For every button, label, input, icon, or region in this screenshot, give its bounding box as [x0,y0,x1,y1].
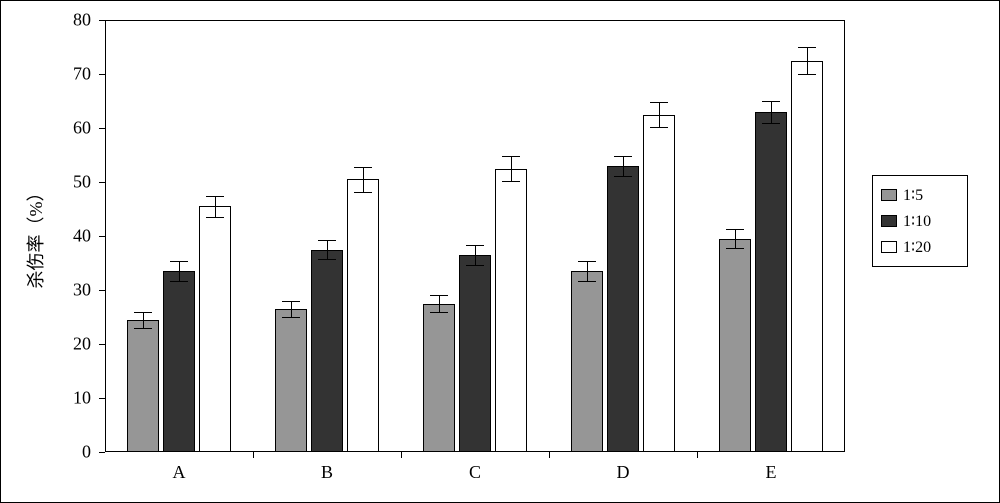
y-tick-label: 50 [51,172,91,193]
x-tick-label: B [321,462,333,483]
bar [571,271,603,452]
y-tick-label: 80 [51,10,91,31]
bar [791,61,823,453]
error-bar-stem [587,261,588,280]
bar [423,304,455,453]
legend-item: 1∶10 [881,208,959,234]
legend-swatch [881,241,897,253]
error-bar-cap [318,240,336,241]
error-bar-cap [502,181,520,182]
error-bar-stem [475,245,476,264]
x-tick-mark [697,452,698,458]
error-bar-stem [735,229,736,248]
error-bar-cap [134,328,152,329]
error-bar-stem [143,312,144,328]
y-tick-label: 20 [51,334,91,355]
error-bar-stem [807,47,808,74]
error-bar-cap [354,192,372,193]
y-tick-label: 10 [51,388,91,409]
x-tick-label: C [469,462,481,483]
error-bar-cap [726,248,744,249]
bar [275,309,307,452]
bar [495,169,527,453]
x-tick-mark [401,452,402,458]
legend-label: 1∶20 [903,237,931,257]
error-bar-cap [430,312,448,313]
bar [755,112,787,452]
error-bar-cap [134,312,152,313]
bar-chart: 01020304050607080 ABCDE 杀伤率（%） 1∶51∶101∶… [0,0,1000,503]
bar [199,206,231,452]
error-bar-stem [771,101,772,123]
y-tick-label: 70 [51,64,91,85]
x-tick-mark [253,452,254,458]
x-tick-label: E [766,462,777,483]
error-bar-cap [170,281,188,282]
error-bar-cap [282,301,300,302]
error-bar-cap [762,123,780,124]
error-bar-stem [179,261,180,280]
y-tick-label: 0 [51,442,91,463]
error-bar-cap [466,245,484,246]
y-tick-label: 30 [51,280,91,301]
bars-container [105,20,845,452]
error-bar-cap [466,265,484,266]
legend-swatch [881,189,897,201]
bar [643,115,675,453]
bar [459,255,491,452]
error-bar-stem [327,240,328,259]
error-bar-cap [614,156,632,157]
error-bar-cap [282,317,300,318]
bar [163,271,195,452]
error-bar-cap [614,176,632,177]
error-bar-stem [511,156,512,181]
error-bar-cap [578,261,596,262]
y-tick-label: 60 [51,118,91,139]
x-tick-label: A [173,462,186,483]
x-tick-label: D [617,462,630,483]
y-tick-label: 40 [51,226,91,247]
error-bar-cap [578,281,596,282]
error-bar-cap [354,167,372,168]
legend: 1∶5 1∶10 1∶20 [872,175,968,267]
legend-label: 1∶10 [903,211,931,231]
legend-item: 1∶5 [881,182,959,208]
error-bar-cap [798,47,816,48]
legend-swatch [881,215,897,227]
error-bar-stem [215,196,216,218]
error-bar-cap [502,156,520,157]
error-bar-cap [318,259,336,260]
y-axis-title: 杀伤率（%） [22,184,48,289]
bar [311,250,343,453]
x-tick-mark [549,452,550,458]
y-tick-mark [99,452,105,453]
error-bar-cap [430,295,448,296]
error-bar-cap [762,101,780,102]
error-bar-cap [798,74,816,75]
error-bar-cap [206,217,224,218]
error-bar-stem [291,301,292,317]
error-bar-cap [206,196,224,197]
bar [719,239,751,452]
error-bar-stem [439,295,440,311]
bar [347,179,379,452]
error-bar-stem [623,156,624,175]
error-bar-cap [650,127,668,128]
error-bar-cap [170,261,188,262]
bar [607,166,639,452]
error-bar-stem [363,167,364,192]
error-bar-stem [659,102,660,127]
legend-item: 1∶20 [881,234,959,260]
legend-label: 1∶5 [903,185,923,205]
bar [127,320,159,452]
error-bar-cap [650,102,668,103]
error-bar-cap [726,229,744,230]
